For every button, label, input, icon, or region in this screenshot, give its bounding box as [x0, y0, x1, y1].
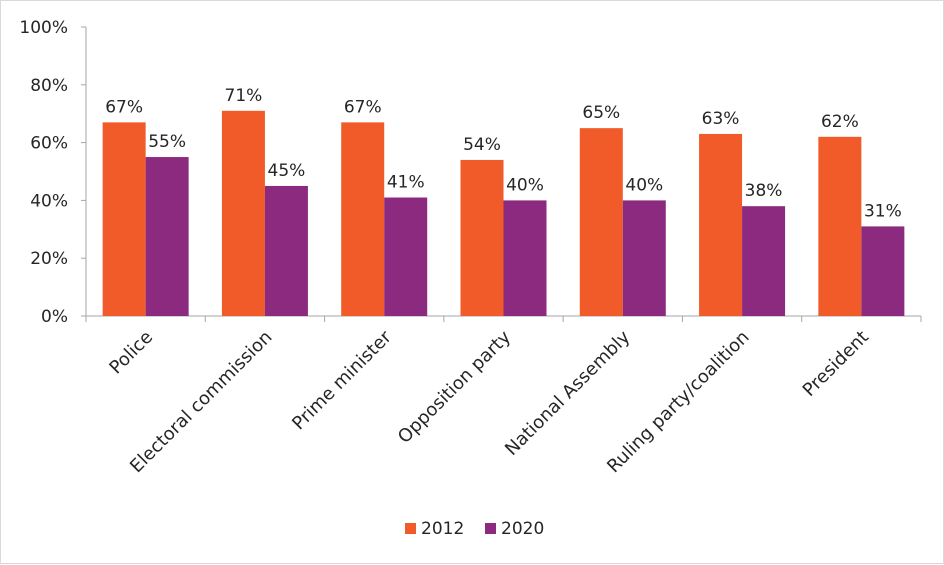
data-label-2020-3: 41% [387, 173, 425, 193]
y-tick-label: 80% [30, 76, 68, 96]
legend-label-2012: 2012 [421, 519, 464, 539]
bar-2012-2 [221, 110, 265, 316]
data-labels: 67%55%71%45%67%41%54%40%65%40%63%38%62%3… [105, 86, 902, 222]
bar-2012-4 [460, 159, 504, 316]
bar-2012-7 [818, 136, 862, 316]
data-label-2020-2: 45% [268, 161, 306, 181]
data-label-2020-7: 31% [864, 201, 902, 221]
bar-2020-6 [742, 206, 786, 316]
bar-2020-7 [861, 226, 905, 316]
bars [102, 110, 905, 317]
bar-2020-3 [384, 197, 428, 316]
data-label-2012-7: 62% [821, 112, 859, 132]
x-tick-label: Prime minister [288, 326, 396, 434]
y-tick-label: 100% [19, 18, 68, 38]
data-label-2020-6: 38% [745, 181, 783, 201]
x-tick-label: Police [105, 327, 157, 379]
bar-2020-4 [503, 200, 547, 316]
bar-2020-5 [622, 200, 666, 316]
data-label-2012-1: 67% [105, 97, 143, 117]
legend-swatch-2012 [405, 523, 416, 534]
legend-swatch-2020 [485, 523, 496, 534]
data-label-2020-1: 55% [148, 132, 186, 152]
data-label-2020-4: 40% [506, 175, 544, 195]
y-tick-label: 60% [30, 134, 68, 154]
y-tick-label: 20% [30, 249, 68, 269]
bar-2012-5 [579, 128, 623, 316]
bar-2012-1 [102, 122, 146, 317]
legend: 2012 2020 [405, 519, 544, 539]
x-tick-label: National Assembly [501, 326, 635, 460]
data-label-2012-6: 63% [702, 109, 740, 129]
data-label-2012-3: 67% [344, 97, 382, 117]
x-tick-label: President [799, 327, 873, 401]
bar-2012-6 [699, 133, 743, 316]
x-tick-label: Opposition party [394, 326, 515, 447]
data-label-2012-2: 71% [225, 86, 263, 106]
bar-2012-3 [341, 122, 385, 317]
data-label-2012-4: 54% [463, 135, 501, 155]
data-label-2012-5: 65% [582, 103, 620, 123]
data-label-2020-5: 40% [625, 175, 663, 195]
y-tick-label: 40% [30, 191, 68, 211]
bar-2020-2 [264, 185, 308, 316]
legend-label-2020: 2020 [501, 519, 544, 539]
y-tick-label: 0% [41, 307, 68, 327]
bar-2020-1 [145, 157, 189, 316]
